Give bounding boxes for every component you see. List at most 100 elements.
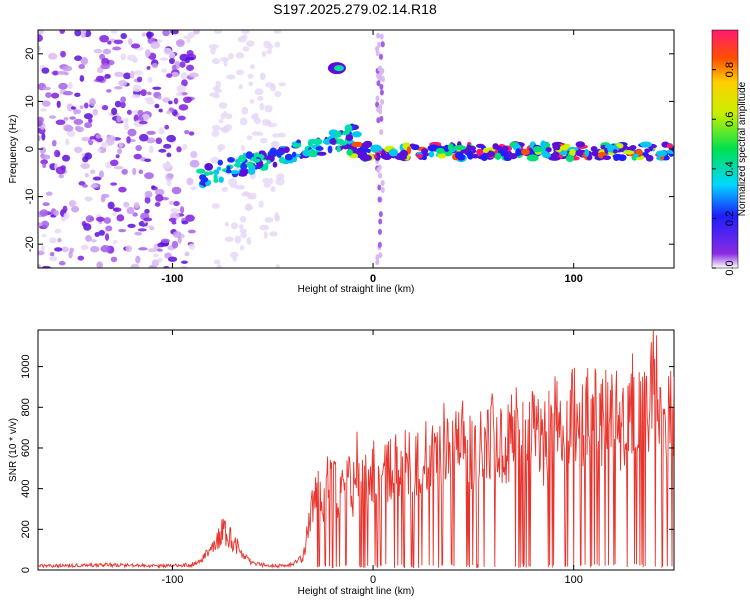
spectrogram-blob — [644, 148, 651, 153]
spectrogram-blob — [144, 97, 154, 102]
spectrogram-blob — [151, 259, 160, 267]
spectrogram-blob — [378, 252, 383, 259]
spectrogram-blob — [138, 133, 149, 142]
spectrogram-blob — [208, 170, 214, 175]
spectrogram-blob — [51, 139, 57, 147]
spectrogram-blob — [38, 250, 45, 256]
snr-y-ticks: 0 200 400 600 800 1000 — [20, 354, 674, 573]
spectrogram-blob — [253, 117, 262, 124]
y-tick-label: -20 — [24, 236, 36, 252]
spectrogram-blob — [374, 152, 381, 161]
spectrogram-blob — [132, 56, 138, 64]
spectrogram-blob — [307, 148, 317, 157]
spectrogram-blob — [361, 141, 370, 150]
colorbar-tick-label: 0.0 — [724, 260, 736, 275]
snr-panel: -100 0 100 0 200 400 600 800 1000 Height of str… — [8, 329, 675, 597]
spectrogram-blob — [166, 134, 177, 143]
spectrogram-blob — [272, 161, 278, 168]
spectrogram-blob — [126, 206, 135, 215]
spectrogram-blob — [93, 48, 103, 54]
spectrogram-blob — [117, 148, 123, 155]
spectrogram-blob — [376, 117, 381, 124]
spectrogram-blob — [655, 150, 668, 157]
spectrogram-blob — [101, 105, 109, 111]
spectrogram-blob — [275, 263, 280, 268]
spectrogram-blob — [110, 30, 118, 34]
spectrogram-blob — [284, 153, 293, 161]
spectrogram-blob — [118, 186, 127, 193]
spectrogram-blob — [49, 237, 57, 244]
spectrogram-blob — [129, 70, 135, 79]
spectrogram-blob — [152, 253, 159, 258]
spectrogram-blob — [269, 147, 277, 155]
spectrogram-blob — [157, 95, 162, 100]
spectrogram-blob — [147, 76, 153, 83]
spectrogram-blob — [112, 239, 118, 245]
spectrogram-blob — [114, 71, 124, 77]
spectrogram-blob — [409, 143, 416, 148]
spectrogram-blob — [102, 48, 112, 55]
spectrogram-blob — [118, 228, 127, 233]
y-tick-label: 1000 — [20, 354, 32, 378]
spectrogram-blob — [276, 173, 285, 180]
spectrogram-blob — [252, 158, 261, 163]
colorbar-tick-label: 0.4 — [724, 161, 736, 176]
spectrogram-blob — [342, 130, 350, 136]
spectrogram-blob — [380, 180, 385, 187]
spectrogram-blob — [455, 151, 462, 159]
spectrogram-blob — [115, 154, 120, 159]
spectrogram-blob — [144, 158, 152, 163]
spectrogram-blob — [165, 110, 171, 115]
spectrogram-blob — [435, 147, 445, 154]
spectrogram-blob — [604, 144, 615, 149]
spectrogram-blob — [120, 53, 126, 61]
spectrogram-blob — [40, 107, 47, 112]
spectrogram-blob — [264, 217, 274, 223]
spectrogram-blob — [379, 89, 384, 96]
spectrogram-blob — [65, 138, 70, 146]
spectrogram-blob — [229, 251, 239, 259]
spectrogram-blob — [231, 222, 239, 230]
spectrogram-blob — [278, 82, 286, 87]
spectrogram-blob — [55, 166, 66, 175]
x-tick-label: 100 — [565, 574, 583, 586]
spectrogram-blob — [48, 52, 58, 60]
spectrogram-blob — [163, 143, 172, 149]
spectrogram-blob — [545, 147, 552, 153]
spectrogram-blob — [152, 86, 162, 90]
spectrogram-blob — [217, 159, 223, 166]
colorbar-tick-label: 0.8 — [724, 62, 736, 77]
spectrogram-blob — [133, 114, 139, 122]
spectrogram-blob — [375, 259, 380, 266]
spectrogram-blob — [148, 145, 154, 154]
spectrogram-blob — [344, 124, 353, 133]
spectrogram-blob — [146, 66, 151, 70]
spectrogram-blob — [210, 157, 220, 164]
spectrogram-blob — [157, 242, 165, 248]
spectrogram-blob — [428, 152, 433, 157]
spectrogram-blob — [151, 62, 159, 69]
spectrogram-blob — [345, 134, 354, 141]
spectrogram-blob — [85, 234, 93, 242]
spectrogram-blob — [166, 73, 173, 79]
spectrogram-blob — [241, 192, 249, 197]
spectrogram-blob — [105, 225, 113, 232]
spectrogram-blob — [183, 96, 192, 104]
y-tick-label: 400 — [20, 479, 32, 497]
spectrogram-blob — [161, 68, 167, 73]
spectrogram-blob — [264, 82, 275, 88]
x-tick-label: 0 — [370, 273, 376, 285]
spectrogram-blob — [58, 261, 66, 266]
spectrogram-blob — [351, 131, 362, 138]
spectrogram-blob — [150, 41, 161, 49]
spectrogram-blob — [338, 140, 348, 146]
spectrogram-blob — [127, 223, 136, 228]
spectrogram-blob — [240, 232, 247, 239]
spectrogram-blob — [421, 148, 429, 154]
spectrogram-blob — [274, 41, 281, 48]
spectrogram-blob — [163, 47, 173, 55]
spectrogram-blob — [69, 247, 74, 253]
spectrogram-blob — [565, 154, 575, 163]
spectrogram-blob — [175, 92, 183, 96]
spectrogram-blob — [90, 245, 100, 253]
